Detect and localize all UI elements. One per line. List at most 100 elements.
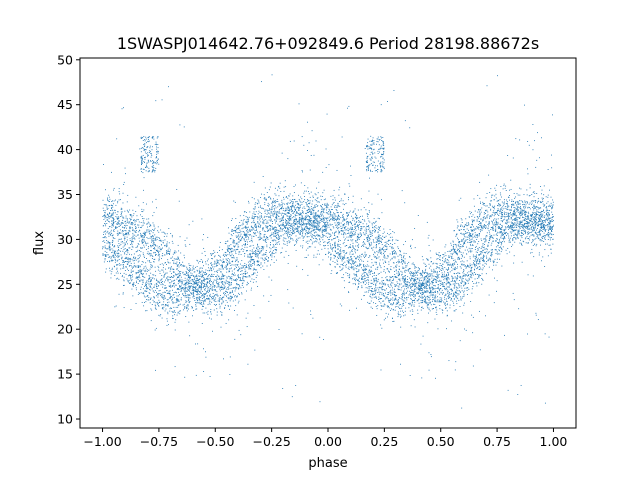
data-point [154, 234, 156, 236]
data-point [122, 216, 124, 218]
data-point [202, 271, 204, 273]
data-point [152, 215, 154, 217]
data-point [311, 224, 313, 226]
data-point [225, 268, 227, 270]
data-point [222, 300, 224, 302]
data-point [513, 223, 515, 225]
data-point [500, 251, 502, 253]
data-point [238, 228, 240, 230]
data-point [287, 262, 289, 264]
data-point [253, 267, 255, 269]
data-point [382, 293, 384, 295]
data-point [403, 282, 405, 283]
data-point [297, 213, 299, 215]
data-point [269, 208, 271, 210]
data-point [261, 207, 263, 209]
data-point [323, 212, 325, 214]
data-point [492, 240, 494, 242]
data-point [422, 335, 424, 337]
data-point [421, 256, 423, 258]
data-point [309, 196, 311, 198]
data-point [158, 285, 160, 286]
data-point [451, 293, 452, 295]
data-point [124, 234, 126, 236]
data-point [222, 265, 224, 267]
data-point [413, 319, 415, 321]
data-point [438, 290, 440, 292]
data-point [145, 273, 147, 275]
data-point [483, 255, 485, 256]
data-point [549, 220, 551, 222]
data-point [442, 263, 444, 265]
data-point [423, 276, 425, 278]
data-point [234, 274, 236, 276]
data-point [174, 252, 176, 254]
data-point [385, 283, 387, 285]
data-point [350, 222, 352, 224]
data-point [444, 288, 446, 290]
data-point [158, 305, 160, 307]
data-point [478, 275, 479, 277]
data-point [221, 314, 223, 316]
data-point [230, 287, 232, 289]
data-point [148, 280, 150, 282]
data-point [184, 305, 186, 307]
data-point [338, 227, 340, 228]
data-point [268, 257, 269, 258]
data-point [213, 309, 215, 311]
data-point [215, 294, 217, 296]
data-point [478, 226, 480, 228]
data-point [476, 226, 478, 227]
data-point [244, 265, 246, 266]
data-point [420, 309, 422, 311]
data-point [378, 228, 380, 230]
data-point [291, 211, 292, 213]
data-point [532, 214, 533, 216]
data-point [475, 228, 477, 230]
data-point [122, 246, 124, 248]
data-point [132, 276, 134, 278]
data-point [306, 233, 308, 235]
data-point [163, 231, 165, 233]
data-point [427, 280, 429, 282]
data-point [201, 275, 203, 277]
data-point [253, 181, 255, 183]
data-point [316, 227, 317, 228]
data-point [528, 239, 530, 241]
data-point [257, 271, 258, 273]
data-point [496, 233, 498, 235]
data-point [145, 282, 147, 284]
data-point [546, 202, 548, 204]
data-point [237, 287, 239, 289]
data-point [505, 216, 507, 218]
data-point [143, 189, 144, 191]
data-point [149, 224, 151, 226]
data-point [404, 310, 406, 312]
data-point [221, 298, 223, 300]
data-point [138, 271, 140, 273]
data-point [230, 267, 232, 269]
data-point [480, 226, 482, 228]
data-point [115, 216, 117, 217]
data-point [340, 253, 342, 255]
data-point [102, 237, 104, 239]
data-point [453, 310, 455, 312]
data-point [428, 267, 430, 269]
data-point [144, 270, 146, 272]
data-point [337, 203, 339, 205]
data-point [381, 253, 383, 255]
data-point [530, 215, 532, 217]
data-point [517, 234, 519, 236]
data-point [230, 247, 232, 249]
data-point [193, 281, 195, 283]
data-point [503, 236, 505, 238]
data-point [266, 246, 268, 248]
data-point [447, 281, 449, 283]
data-point [106, 248, 108, 250]
data-point [510, 224, 512, 226]
data-point [475, 234, 477, 236]
data-point [302, 212, 304, 214]
data-point [506, 199, 508, 201]
data-point [546, 210, 548, 212]
data-point [413, 280, 415, 282]
